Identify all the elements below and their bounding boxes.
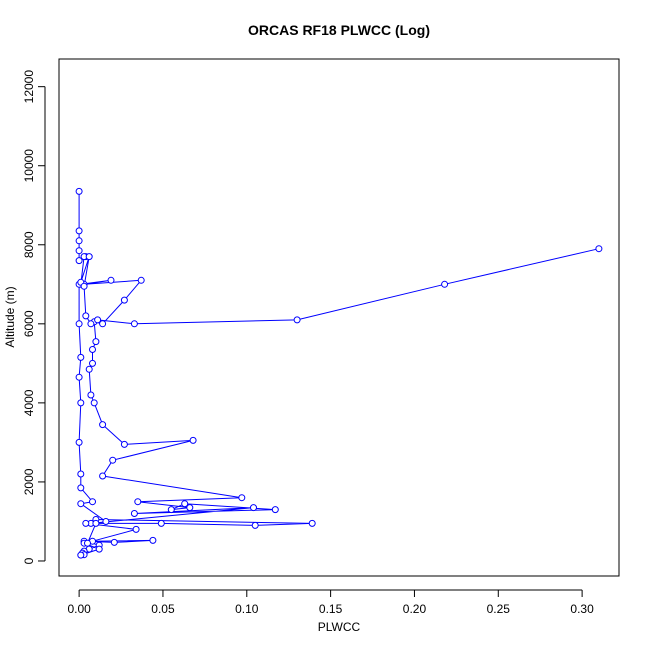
data-point — [77, 500, 85, 508]
data-point — [75, 320, 83, 328]
x-tick-label: 0.25 — [487, 602, 511, 616]
data-point — [132, 525, 140, 533]
x-tick-label: 0.05 — [151, 602, 175, 616]
y-axis-label: Altitude (m) — [3, 286, 17, 347]
data-point — [99, 320, 107, 328]
data-point — [89, 346, 96, 353]
y-tick-label: 6000 — [22, 310, 36, 337]
data-point — [84, 539, 91, 547]
y-tick-label: 10000 — [22, 149, 36, 183]
data-point — [130, 510, 138, 517]
data-point — [75, 237, 83, 245]
data-point — [293, 316, 301, 324]
data-point — [75, 257, 83, 265]
data-point — [157, 519, 165, 527]
data-point — [134, 498, 142, 506]
data-point — [87, 391, 95, 399]
data-point — [82, 312, 90, 320]
data-point — [75, 187, 83, 195]
data-point — [130, 320, 138, 328]
data-point — [120, 296, 128, 304]
data-point — [92, 338, 100, 346]
data-point — [92, 519, 100, 527]
data-point — [308, 519, 316, 527]
y-axis: 0 2000 4000 6000 8000 10000 12000 — [22, 70, 46, 564]
data-point — [251, 521, 259, 529]
x-axis: 0.00 0.05 0.10 0.15 0.20 0.25 0.30 — [67, 589, 594, 616]
data-point — [99, 472, 107, 480]
data-point — [75, 373, 83, 381]
data-point — [167, 506, 175, 514]
y-tick-label: 12000 — [22, 70, 36, 104]
data-point — [595, 245, 603, 253]
chart-title: ORCAS RF18 PLWCC (Log) — [248, 22, 430, 38]
data-point — [189, 436, 197, 444]
data-point — [94, 316, 102, 324]
data-point — [120, 440, 128, 448]
data-point — [149, 536, 157, 544]
data-point — [75, 247, 83, 255]
data-point — [441, 280, 449, 288]
x-tick-label: 0.15 — [319, 602, 343, 616]
x-tick-label: 0.30 — [570, 602, 594, 616]
data-point — [85, 365, 93, 373]
y-tick-label: 4000 — [22, 389, 36, 416]
y-tick-label: 2000 — [22, 468, 36, 495]
data-point — [85, 253, 93, 261]
data-point — [271, 506, 279, 514]
data-point — [110, 538, 118, 546]
data-point — [77, 470, 85, 478]
y-tick-label: 0 — [22, 557, 36, 564]
x-axis-label: PLWCC — [318, 620, 361, 634]
data-point — [137, 276, 145, 284]
series-layer — [75, 187, 603, 559]
data-point — [95, 545, 103, 553]
data-point — [89, 498, 96, 506]
data-point — [90, 399, 98, 407]
data-point — [75, 438, 83, 446]
x-tick-label: 0.10 — [235, 602, 259, 616]
data-point — [109, 456, 117, 464]
data-point — [238, 494, 246, 502]
data-point — [87, 320, 95, 328]
data-point — [82, 519, 90, 527]
data-point — [102, 518, 110, 525]
plot-frame — [58, 58, 620, 577]
data-point — [77, 484, 85, 492]
data-point — [80, 282, 88, 290]
data-point — [107, 276, 115, 284]
data-point — [181, 500, 189, 508]
y-tick-label: 8000 — [22, 231, 36, 258]
data-point — [75, 227, 83, 235]
data-point — [89, 359, 96, 367]
data-point — [77, 399, 85, 407]
data-point — [99, 421, 107, 429]
data-point — [77, 551, 85, 559]
x-tick-label: 0.00 — [67, 602, 91, 616]
data-point — [250, 504, 257, 512]
x-tick-label: 0.20 — [403, 602, 427, 616]
data-point — [186, 504, 194, 512]
data-point — [77, 353, 85, 361]
